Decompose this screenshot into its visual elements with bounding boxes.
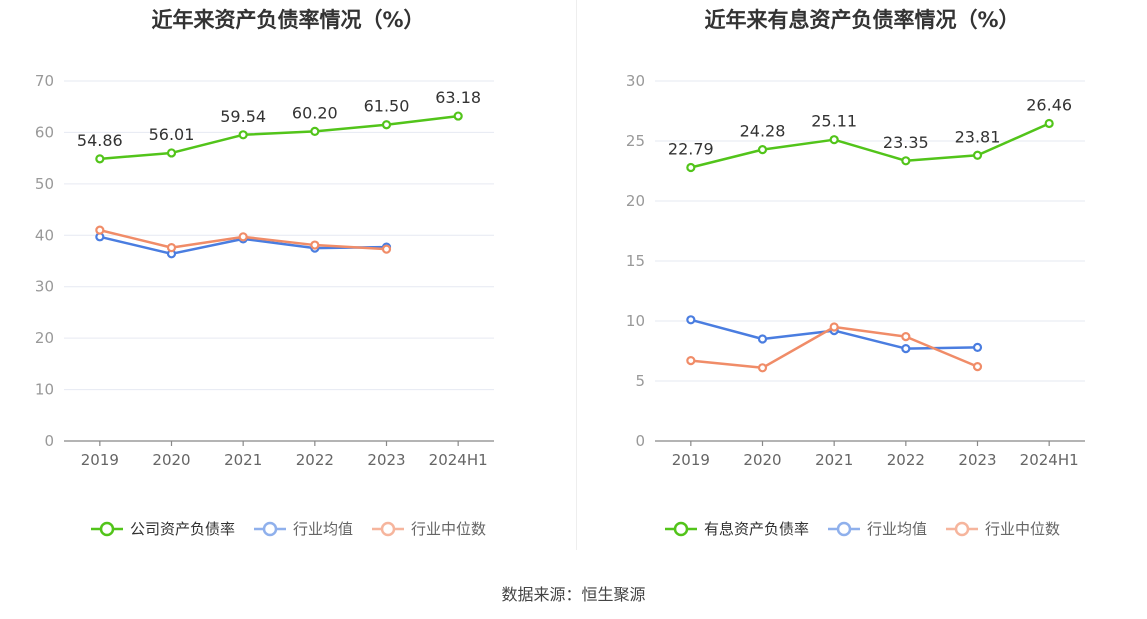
legend-label: 行业中位数 [985, 520, 1061, 538]
y-tick-label: 10 [35, 381, 54, 399]
legend-label: 行业均值 [292, 520, 353, 538]
x-tick-label: 2021 [815, 451, 853, 469]
x-tick-label: 2024H1 [1020, 451, 1079, 469]
data-point [381, 244, 392, 254]
legend-item-industry-mean[interactable]: 行业均值 [253, 518, 353, 539]
x-tick-label: 2020 [743, 451, 781, 469]
legend-label: 有息资产负债率 [703, 520, 809, 538]
data-point [757, 145, 768, 155]
x-tick-label: 2019 [81, 451, 119, 469]
y-tick-label: 40 [35, 226, 54, 244]
data-label: 26.46 [1026, 95, 1072, 114]
data-point [901, 156, 911, 166]
y-tick-label: 0 [635, 432, 645, 450]
y-tick-label: 20 [626, 192, 645, 210]
data-point [238, 232, 248, 242]
chart-title: 近年来资产负债率情况（%） [151, 8, 425, 32]
legend: 公司资产负债率 行业均值 行业中位数 [0, 518, 576, 539]
legend-line-circle-icon [372, 521, 404, 536]
data-point [829, 322, 839, 332]
data-point [95, 225, 105, 235]
chart-left: 近年来资产负债率情况（%） 0 10 20 30 40 50 60 70 2019 2020 202… [0, 0, 576, 560]
chart-left-plot: 0 10 20 30 40 50 60 70 2019 2020 2021 2022 2023 2024H… [35, 72, 494, 469]
data-label: 23.81 [955, 127, 1001, 146]
data-point [310, 126, 320, 136]
data-point [686, 315, 696, 325]
legend-item-company[interactable]: 有息资产负债率 [664, 518, 809, 539]
y-tick-label: 30 [35, 278, 54, 296]
data-label: 61.50 [364, 97, 410, 116]
y-tick-label: 5 [635, 372, 645, 390]
data-label: 23.35 [883, 133, 929, 152]
chart-right-plot: 0 5 10 15 20 25 30 2019 2020 2021 2022 2023 2024H1 22… [626, 72, 1085, 469]
data-point [310, 240, 320, 250]
data-label: 22.79 [668, 140, 714, 159]
data-point [972, 150, 983, 160]
x-tick-label: 2022 [887, 451, 925, 469]
data-point [166, 148, 177, 158]
legend-line-circle-icon [827, 521, 860, 536]
data-label: 60.20 [292, 103, 338, 122]
data-point [166, 243, 177, 253]
y-tick-label: 20 [35, 329, 54, 347]
data-label: 63.18 [435, 88, 481, 107]
data-point [686, 162, 696, 173]
data-point [901, 332, 911, 342]
legend-item-industry-mean[interactable]: 行业均值 [827, 518, 927, 539]
data-point [686, 356, 696, 366]
data-label: 56.01 [149, 125, 195, 144]
y-tick-label: 60 [35, 123, 54, 141]
legend-line-circle-icon [664, 521, 697, 536]
x-tick-label: 2019 [672, 451, 710, 469]
legend-line-circle-icon [90, 521, 123, 536]
legend-label: 行业中位数 [411, 520, 487, 538]
x-tick-label: 2024H1 [429, 451, 488, 469]
data-label: 25.11 [811, 112, 857, 131]
series-line-0 [99, 114, 459, 161]
legend: 有息资产负债率 行业均值 行业中位数 [577, 518, 1147, 539]
data-label: 24.28 [740, 122, 786, 141]
data-point [901, 344, 911, 354]
legend-label: 公司资产负债率 [129, 520, 235, 538]
legend-item-industry-median[interactable]: 行业中位数 [945, 518, 1060, 539]
legend-line-circle-icon [253, 521, 286, 536]
data-source: 数据来源：恒生聚源 [501, 585, 646, 604]
y-tick-label: 70 [35, 72, 54, 90]
x-tick-label: 2020 [152, 451, 190, 469]
chart-title: 近年来有息资产负债率情况（%） [704, 8, 1020, 32]
legend-item-company[interactable]: 公司资产负债率 [90, 518, 235, 539]
y-tick-label: 50 [35, 175, 54, 193]
data-point [972, 342, 983, 352]
data-label: 59.54 [220, 107, 266, 126]
data-point [757, 334, 768, 344]
data-label: 54.86 [77, 131, 123, 150]
panel-divider [576, 0, 577, 550]
data-point [453, 111, 463, 121]
x-tick-label: 2023 [958, 451, 996, 469]
data-point [95, 154, 105, 164]
data-point [757, 363, 768, 373]
legend-item-industry-median[interactable]: 行业中位数 [371, 518, 486, 539]
x-tick-label: 2021 [224, 451, 262, 469]
series-line-0 [690, 122, 1050, 169]
y-tick-label: 0 [44, 432, 54, 450]
x-tick-label: 2023 [367, 451, 405, 469]
y-tick-label: 15 [626, 252, 645, 270]
legend-label: 行业均值 [866, 520, 927, 538]
data-point [381, 120, 392, 130]
chart-right: 近年来有息资产负债率情况（%） 0 5 10 15 20 25 30 2019 2020 2021… [577, 0, 1147, 560]
y-tick-label: 30 [626, 72, 645, 90]
y-tick-label: 25 [626, 132, 645, 150]
data-point [829, 135, 839, 145]
legend-line-circle-icon [946, 521, 978, 536]
x-tick-label: 2022 [296, 451, 334, 469]
data-point [972, 362, 983, 372]
y-tick-label: 10 [626, 312, 645, 330]
data-point [1044, 118, 1054, 129]
data-point [238, 130, 248, 140]
